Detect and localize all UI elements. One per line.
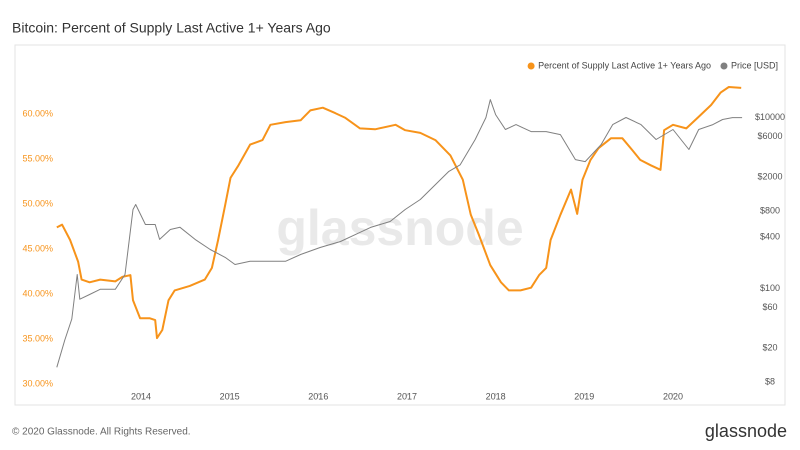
x-tick-label: 2017 [397,391,417,401]
y2-tick-label: $6000 [757,131,782,141]
series-line [56,99,743,368]
y-tick-label: 35.00% [22,333,53,343]
chart-frame [14,44,786,406]
legend-swatch [527,62,535,70]
x-tick-label: 2016 [308,391,328,401]
x-tick-label: 2014 [131,391,151,401]
legend-swatch [720,62,728,70]
y-tick-label: 50.00% [22,198,53,208]
y2-tick-label: $100 [760,283,780,293]
y2-tick-label: $20 [762,343,777,353]
copyright: © 2020 Glassnode. All Rights Reserved. [12,427,191,438]
legend-label: Price [USD] [731,60,778,70]
x-tick-label: 2019 [574,391,594,401]
x-tick-label: 2020 [663,391,683,401]
brand: glassnode [705,421,787,441]
y-tick-label: 45.00% [22,243,53,253]
y-tick-label: 60.00% [22,108,53,118]
y2-tick-label: $800 [760,206,780,216]
y2-tick-label: $10000 [755,112,785,122]
chart-title: Bitcoin: Percent of Supply Last Active 1… [12,20,331,36]
y2-tick-label: $60 [762,302,777,312]
y2-tick-label: $400 [760,231,780,241]
x-tick-label: 2018 [486,391,506,401]
y2-tick-label: $2000 [757,172,782,182]
series-line [56,86,742,340]
legend-label: Percent of Supply Last Active 1+ Years A… [538,60,711,70]
y-tick-label: 55.00% [22,153,53,163]
y-tick-label: 30.00% [22,378,53,388]
y-tick-label: 40.00% [22,288,53,298]
x-tick-label: 2015 [220,391,240,401]
watermark: glassnode [276,200,523,256]
y2-tick-label: $8 [765,377,775,387]
